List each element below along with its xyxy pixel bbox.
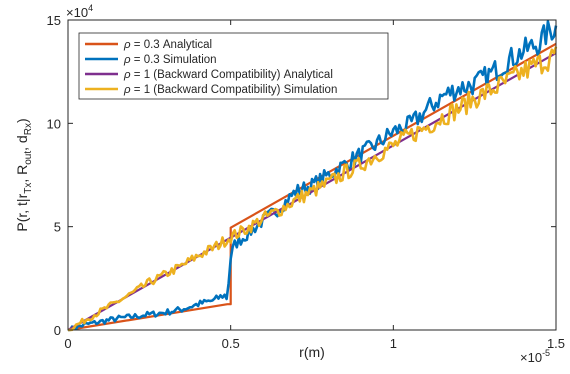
y-tick-label: 0 bbox=[54, 323, 61, 338]
x-axis-ticks: 0 0.5 1 1.5 bbox=[64, 20, 565, 351]
y-label-sub-rx: Rx bbox=[23, 123, 34, 135]
x-tick-label: 0.5 bbox=[222, 336, 240, 351]
x-axis-label: r(m) bbox=[299, 344, 325, 360]
legend-text-2: = 0.3 Simulation bbox=[131, 54, 217, 66]
y-tick-label: 10 bbox=[47, 116, 61, 131]
x-tick-label: 1.5 bbox=[547, 336, 565, 351]
y-axis-label: P(r, t|rTx, Rout, dRx) bbox=[14, 118, 34, 231]
series-layer bbox=[67, 20, 558, 332]
legend: ρ = 0.3 Analytical ρ = 0.3 Simulation ρ … bbox=[78, 32, 389, 100]
y-label-sub-tx: Tx bbox=[23, 183, 34, 194]
legend-box bbox=[78, 32, 389, 100]
y-multiplier-base: ×10 bbox=[66, 5, 88, 20]
legend-text-3: = 1 (Backward Compatibility) Analytical bbox=[131, 69, 333, 81]
legend-rho-3: ρ bbox=[123, 69, 131, 81]
y-tick-label: 15 bbox=[47, 13, 61, 28]
series-line-2 bbox=[68, 20, 558, 332]
y-axis-ticks: 0 5 10 15 bbox=[47, 13, 556, 338]
x-tick-label: 0 bbox=[64, 336, 71, 351]
y-label-close: ) bbox=[14, 118, 30, 123]
legend-label-3: ρ = 1 (Backward Compatibility) Analytica… bbox=[123, 69, 333, 81]
x-multiplier-exp: -5 bbox=[542, 348, 550, 358]
x-multiplier: ×10-5 bbox=[520, 348, 550, 365]
legend-text-1: = 0.3 Analytical bbox=[131, 39, 213, 51]
legend-rho-1: ρ bbox=[123, 39, 131, 51]
axes-box bbox=[67, 19, 557, 331]
y-multiplier-exp: 4 bbox=[88, 3, 93, 13]
y-label-sub-out: out bbox=[23, 151, 34, 165]
legend-rho-2: ρ bbox=[123, 54, 131, 66]
legend-label-1: ρ = 0.3 Analytical bbox=[123, 39, 212, 51]
legend-label-4: ρ = 1 (Backward Compatibility) Simulatio… bbox=[123, 84, 337, 96]
y-multiplier: ×104 bbox=[66, 3, 93, 20]
x-tick-label: 1 bbox=[390, 336, 397, 351]
legend-rho-4: ρ bbox=[123, 84, 131, 96]
series-line-4 bbox=[68, 46, 558, 332]
y-tick-label: 5 bbox=[54, 220, 61, 235]
y-label-p: P(r bbox=[14, 213, 30, 232]
x-multiplier-base: ×10 bbox=[520, 350, 542, 365]
y-label-c3: , d bbox=[14, 135, 30, 151]
legend-text-4: = 1 (Backward Compatibility) Simulation bbox=[131, 84, 338, 96]
y-label-c1: , t|r bbox=[14, 193, 30, 213]
y-label-c2: , R bbox=[14, 165, 30, 183]
legend-label-2: ρ = 0.3 Simulation bbox=[123, 54, 217, 66]
